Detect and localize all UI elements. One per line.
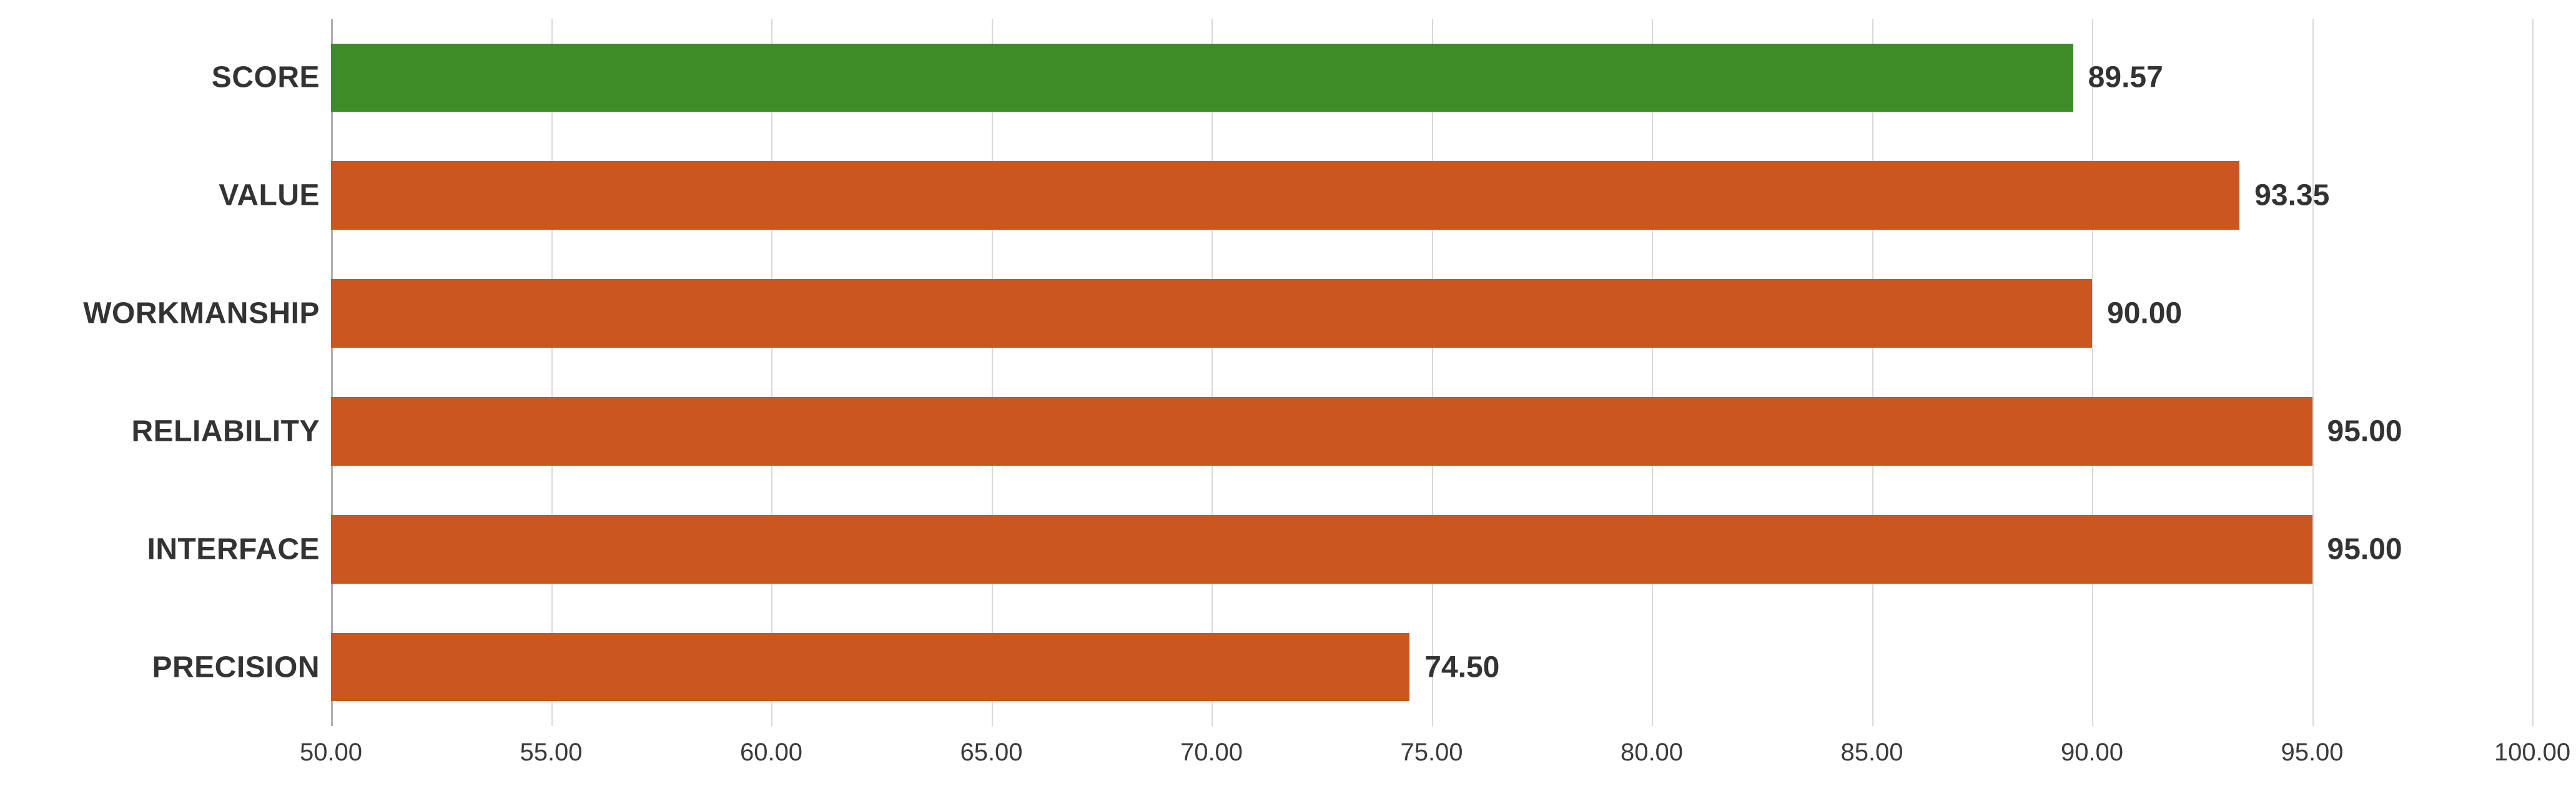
bar-value [331,161,2239,230]
plot-area: 50.0055.0060.0065.0070.0075.0080.0085.00… [331,19,2532,726]
x-tick-label: 85.00 [1840,739,1903,767]
gridline [331,19,333,726]
y-label-interface: INTERFACE [147,532,331,566]
x-tick-label: 60.00 [740,739,802,767]
gridline [771,19,772,726]
y-label-precision: PRECISION [152,650,331,684]
gridline [2312,19,2314,726]
y-label-score: SCORE [212,61,331,95]
gridline [992,19,993,726]
x-tick-label: 75.00 [1400,739,1463,767]
bar-value-value: 93.35 [2254,179,2329,213]
gridline [1872,19,1873,726]
gridline [1212,19,1213,726]
x-tick-label: 70.00 [1180,739,1243,767]
bar-workmanship [331,279,2092,348]
gridline [2092,19,2093,726]
gridline [1432,19,1433,726]
x-tick-label: 80.00 [1621,739,1683,767]
bar-value-precision: 74.50 [1424,650,1499,684]
y-label-workmanship: WORKMANSHIP [83,297,331,331]
gridline [551,19,553,726]
x-tick-label: 95.00 [2281,739,2343,767]
score-bar-chart: 50.00 55.00 60.00 65.00 70.00 75.00 80.00 85.00… [0,0,2576,801]
x-tick-label: 50.00 [300,739,362,767]
bar-value-reliability: 95.00 [2327,414,2402,448]
bar-precision [331,633,1409,702]
x-tick-label: 100.00 [2494,739,2570,767]
y-label-value: VALUE [219,179,331,213]
x-tick-label: 55.00 [520,739,582,767]
gridline [1652,19,1653,726]
x-tick-label: 90.00 [2061,739,2123,767]
bar-value-interface: 95.00 [2327,532,2402,566]
bar-reliability [331,397,2312,466]
bar-value-workmanship: 90.00 [2107,297,2182,331]
bar-value-score: 89.57 [2088,61,2163,95]
bar-score [331,44,2073,112]
y-label-reliability: RELIABILITY [132,414,332,448]
gridline [2532,19,2534,726]
bar-interface [331,515,2312,584]
x-tick-label: 65.00 [960,739,1022,767]
